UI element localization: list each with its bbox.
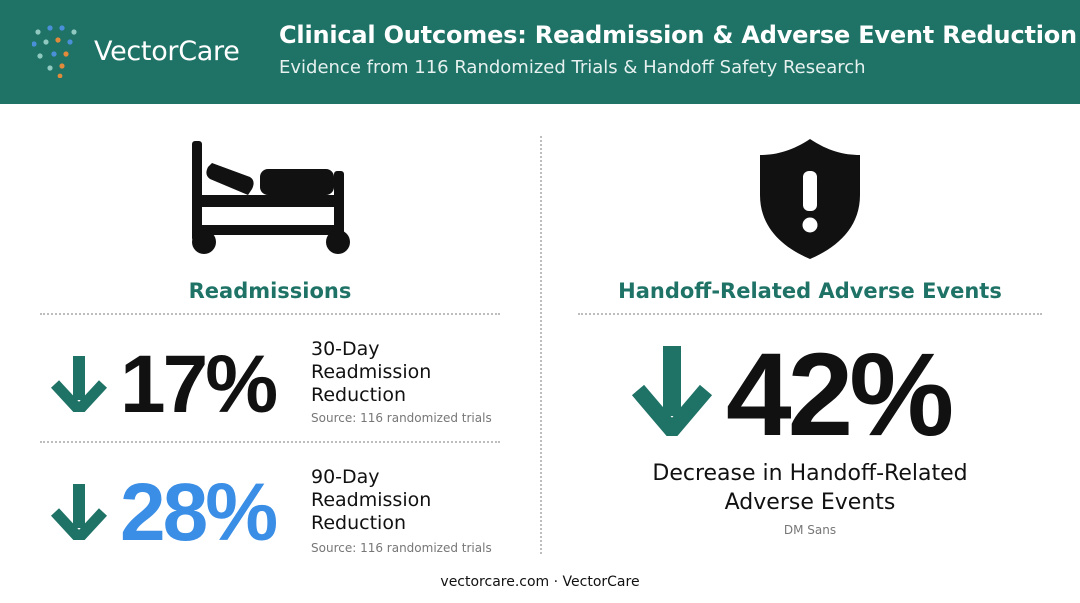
stat-source-30-day: Source: 116 randomized trials: [311, 411, 492, 425]
arrow-down-icon: [51, 356, 107, 412]
stat-label-90-day: 90-Day Readmission Reduction: [311, 466, 431, 535]
section-divider: [40, 313, 500, 315]
font-note: DM Sans: [783, 523, 837, 537]
stat-label-line: Decrease in Handoff-Related: [652, 461, 968, 486]
stat-divider: [40, 441, 500, 443]
stat-label-line: Readmission: [311, 489, 432, 511]
stat-value-handoff: 42%: [726, 329, 954, 461]
stat-label-30-day: 30-Day Readmission Reduction: [311, 338, 431, 407]
hospital-bed-icon: [192, 141, 350, 254]
stat-value-90-day: 28%: [120, 467, 278, 558]
stat-source-90-day: Source: 116 randomized trials: [311, 541, 492, 555]
arrow-down-icon: [51, 484, 107, 540]
footer-text[interactable]: vectorcare.com · VectorCare: [440, 574, 640, 590]
stat-value-30-day: 17%: [120, 339, 278, 430]
stat-label-line: 90-Day: [311, 466, 380, 488]
readmissions-title: Readmissions: [188, 279, 352, 303]
brand-logo[interactable]: VectorCare: [32, 24, 272, 78]
shield-alert-icon: [760, 139, 860, 259]
stat-label-handoff: Decrease in Handoff-Related Adverse Even…: [600, 459, 1020, 517]
brand-name: VectorCare: [94, 36, 240, 67]
arrow-down-icon: [632, 346, 712, 436]
stat-label-line: Adverse Events: [724, 490, 896, 515]
stat-label-line: 30-Day: [311, 338, 380, 360]
stat-label-line: Reduction: [311, 384, 406, 406]
panel-divider: [540, 136, 542, 554]
page-subtitle: Evidence from 116 Randomized Trials & Ha…: [279, 57, 866, 78]
section-divider: [578, 313, 1042, 315]
page-title: Clinical Outcomes: Readmission & Adverse…: [279, 21, 1077, 49]
header-banner: VectorCare Clinical Outcomes: Readmissio…: [0, 0, 1080, 104]
logo-dots-icon: [32, 25, 77, 78]
adverse-events-title: Handoff-Related Adverse Events: [618, 279, 1002, 303]
stat-label-line: Reduction: [311, 512, 406, 534]
stat-label-line: Readmission: [311, 361, 432, 383]
